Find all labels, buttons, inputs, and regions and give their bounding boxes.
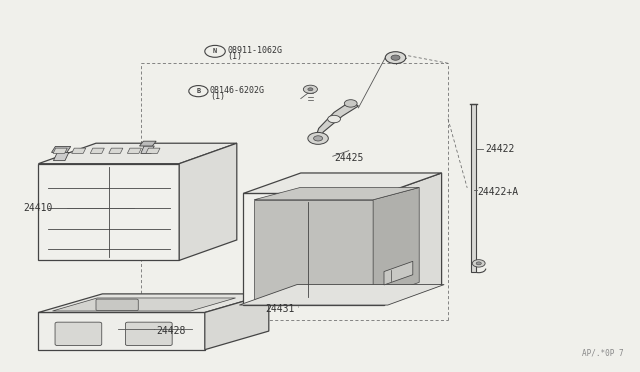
Polygon shape	[52, 298, 236, 311]
Polygon shape	[38, 312, 205, 350]
Polygon shape	[38, 294, 269, 312]
Text: 08911-1062G: 08911-1062G	[227, 46, 282, 55]
Text: 24410: 24410	[23, 203, 52, 213]
Circle shape	[344, 100, 357, 107]
Polygon shape	[239, 285, 444, 305]
Polygon shape	[254, 200, 373, 299]
Polygon shape	[54, 153, 69, 161]
Polygon shape	[384, 173, 442, 305]
Circle shape	[472, 260, 485, 267]
Circle shape	[308, 132, 328, 144]
Polygon shape	[141, 146, 154, 153]
Polygon shape	[127, 148, 141, 153]
Text: 24422: 24422	[485, 144, 515, 154]
Polygon shape	[51, 147, 70, 153]
Circle shape	[205, 45, 225, 57]
Circle shape	[476, 262, 481, 265]
Text: 08146-6202G: 08146-6202G	[210, 86, 265, 94]
Text: 24431: 24431	[266, 304, 295, 314]
Circle shape	[328, 115, 340, 123]
Text: 24422+A: 24422+A	[477, 187, 518, 196]
Text: B: B	[196, 88, 200, 94]
Circle shape	[189, 86, 208, 97]
Text: 24428: 24428	[157, 326, 186, 336]
Polygon shape	[146, 148, 160, 153]
Circle shape	[303, 85, 317, 93]
Polygon shape	[316, 101, 358, 140]
Text: AP/.*0P 7: AP/.*0P 7	[582, 348, 624, 357]
Polygon shape	[38, 164, 179, 260]
Polygon shape	[38, 143, 237, 164]
Polygon shape	[53, 148, 67, 153]
Polygon shape	[205, 294, 269, 350]
Polygon shape	[384, 261, 413, 285]
Text: (1): (1)	[210, 92, 225, 101]
Circle shape	[308, 88, 313, 91]
FancyBboxPatch shape	[125, 322, 172, 346]
Text: (1): (1)	[227, 52, 242, 61]
Polygon shape	[72, 148, 86, 153]
Polygon shape	[109, 148, 123, 153]
Circle shape	[385, 52, 406, 64]
Circle shape	[314, 136, 323, 141]
FancyBboxPatch shape	[55, 322, 102, 346]
Circle shape	[391, 55, 400, 60]
Polygon shape	[179, 143, 237, 260]
Text: 24425: 24425	[334, 153, 364, 163]
Polygon shape	[373, 187, 419, 299]
Polygon shape	[90, 148, 104, 153]
Polygon shape	[140, 141, 156, 146]
Polygon shape	[243, 173, 442, 193]
Text: N: N	[213, 48, 217, 54]
Polygon shape	[243, 193, 384, 305]
Polygon shape	[471, 104, 476, 272]
Polygon shape	[254, 187, 419, 200]
FancyBboxPatch shape	[96, 299, 138, 311]
